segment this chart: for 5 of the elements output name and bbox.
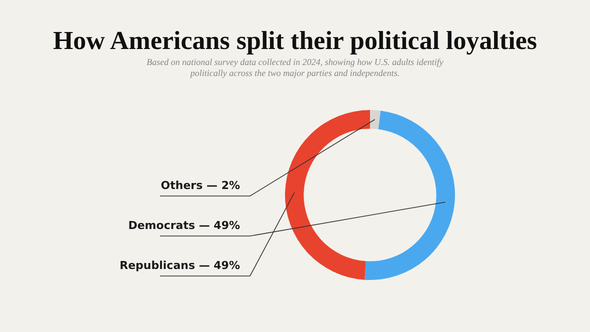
slice-label: Democrats — 49% xyxy=(128,218,240,232)
slice-label: Others — 2% xyxy=(160,178,240,192)
slice-label: Republicans — 49% xyxy=(120,258,240,272)
chart-title: How Americans split their political loyalties xyxy=(52,26,538,56)
chart-subtitle: Based on national survey data collected in 2024, showing how U.S. adults identify politically across the two major parties and independents. xyxy=(146,57,444,79)
